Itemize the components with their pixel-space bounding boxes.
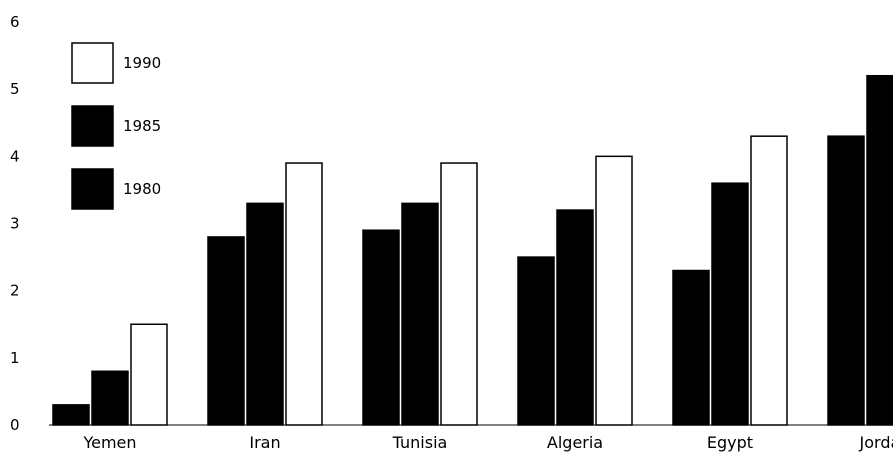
- y-tick-label: 3: [10, 215, 20, 233]
- bar-iran-1985: [246, 202, 284, 426]
- y-axis: 0 1 2 3 4 5 6: [10, 13, 20, 434]
- x-tick-label: Jordan: [859, 433, 893, 452]
- y-tick-label: 6: [10, 13, 20, 31]
- bar-yemen-1990: [130, 323, 168, 426]
- x-axis: Yemen Iran Tunisia Algeria Egypt Jordan: [49, 424, 893, 452]
- x-tick-label: Tunisia: [392, 433, 448, 452]
- bar-algeria-1980: [517, 256, 555, 426]
- bar-jordan-1985: [866, 74, 893, 426]
- bar-algeria-1985: [556, 209, 594, 426]
- bar-jordan-1980: [827, 135, 865, 426]
- x-tick-label: Egypt: [707, 433, 753, 452]
- bar-tunisia-1990: [440, 162, 478, 426]
- y-tick-label: 5: [10, 80, 20, 98]
- bar-tunisia-1985: [401, 202, 439, 426]
- y-tick-label: 2: [10, 282, 20, 300]
- legend-swatch-1980: [71, 168, 114, 210]
- legend-label-1980: 1980: [123, 180, 161, 198]
- x-tick-label: Yemen: [82, 433, 136, 452]
- legend-label-1990: 1990: [123, 54, 161, 72]
- legend: 1990 1985 1980: [71, 42, 161, 210]
- bar-egypt-1990: [750, 135, 788, 426]
- legend-swatch-1985: [71, 105, 114, 147]
- bar-iran-1990: [285, 162, 323, 426]
- legend-swatch-1990: [71, 42, 114, 84]
- bar-egypt-1980: [672, 269, 710, 426]
- y-tick-label: 0: [10, 416, 20, 434]
- bars: [52, 74, 893, 426]
- y-tick-label: 1: [10, 349, 20, 367]
- bar-yemen-1980: [52, 404, 90, 426]
- x-tick-label: Iran: [249, 433, 280, 452]
- bar-yemen-1985: [91, 370, 129, 426]
- x-tick-label: Algeria: [547, 433, 603, 452]
- legend-label-1985: 1985: [123, 117, 161, 135]
- bar-tunisia-1980: [362, 229, 400, 426]
- y-tick-label: 4: [10, 147, 20, 165]
- bar-iran-1980: [207, 236, 245, 426]
- bar-algeria-1990: [595, 155, 633, 426]
- bar-egypt-1985: [711, 182, 749, 426]
